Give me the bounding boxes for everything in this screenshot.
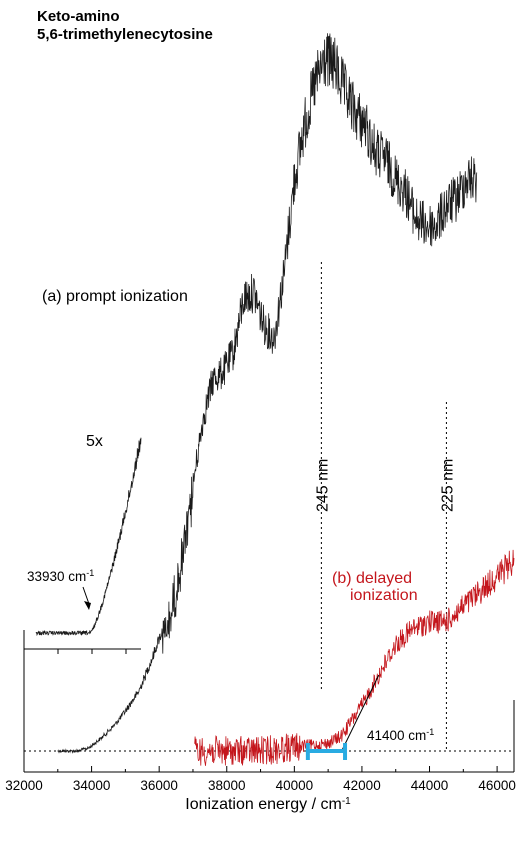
chart-title-line-2: 5,6-trimethylenecytosine bbox=[37, 26, 213, 43]
inset-ticks bbox=[57, 649, 127, 654]
x-tick-label: 34000 bbox=[73, 778, 111, 793]
delayed-ionization-series bbox=[194, 549, 515, 766]
onset-label: 33930 cm-1 bbox=[27, 568, 94, 584]
threshold-label: 41400 cm-1 bbox=[367, 727, 434, 743]
inset-magnification-label: 5x bbox=[86, 433, 103, 450]
marker-225nm-label: 225 nm bbox=[439, 459, 456, 512]
x-tick-label: 42000 bbox=[343, 778, 381, 793]
x-ticks: 32000 34000 36000 38000 40000 42000 44000 46000 bbox=[5, 766, 516, 793]
x-tick-label: 44000 bbox=[411, 778, 449, 793]
x-tick-label: 40000 bbox=[276, 778, 314, 793]
inset-5x-series bbox=[35, 437, 142, 637]
prompt-ionization-series bbox=[57, 33, 478, 754]
x-tick-label: 36000 bbox=[140, 778, 178, 793]
x-tick-label: 46000 bbox=[478, 778, 516, 793]
prompt-label: (a) prompt ionization bbox=[42, 288, 188, 305]
threshold-fit-line bbox=[341, 674, 380, 752]
x-axis-label: Ionization energy / cm-1 bbox=[185, 796, 351, 814]
delayed-label-line-1: (b) delayed bbox=[332, 570, 412, 587]
x-tick-label: 32000 bbox=[5, 778, 43, 793]
chart-title-line-1: Keto-amino bbox=[37, 8, 120, 25]
delayed-label-line-2: ionization bbox=[350, 587, 418, 604]
marker-245nm-label: 245 nm bbox=[314, 459, 331, 512]
x-tick-label: 38000 bbox=[208, 778, 246, 793]
onset-arrow bbox=[82, 586, 91, 610]
threshold-uncertainty-bar bbox=[305, 743, 348, 760]
